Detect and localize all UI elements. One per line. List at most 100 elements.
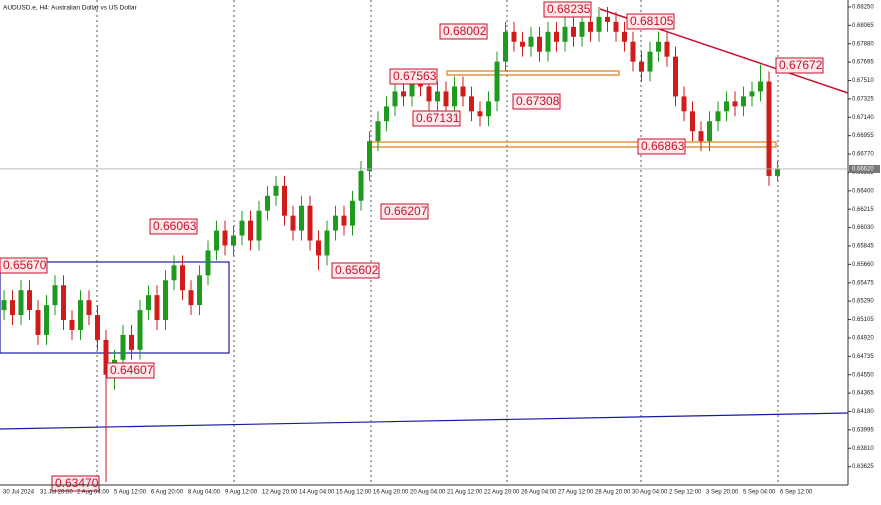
candle-body <box>596 16 602 32</box>
candle-body <box>775 168 780 176</box>
x-tick-label: 26 Aug 04:00 <box>521 490 557 496</box>
y-tick-label: 0.66400 <box>852 188 874 194</box>
candle-body <box>239 220 245 236</box>
annotation-label: 0.66863 <box>641 139 685 153</box>
annotation-label: 0.68105 <box>630 14 674 28</box>
candle-body <box>273 185 279 196</box>
y-tick-label: 0.64550 <box>852 372 874 378</box>
candle-body <box>511 31 517 42</box>
trend-line <box>0 412 849 430</box>
annotation-label: 0.66207 <box>384 204 428 218</box>
candle-body <box>426 86 432 102</box>
annotations: 0.68235 0.68105 0.68002 0.67672 0.67563 0.673… <box>0 1 824 492</box>
candle-body <box>282 185 287 216</box>
candle-body <box>681 96 687 112</box>
candle-body <box>248 220 253 241</box>
x-tick-label: 15 Aug 12:00 <box>336 490 372 496</box>
price-axis <box>848 0 881 500</box>
last-price-box <box>849 164 880 173</box>
candle-body <box>214 230 219 251</box>
candle-body <box>180 265 185 291</box>
candle-body <box>766 81 772 176</box>
candle-body <box>588 21 593 32</box>
candle-body <box>537 36 542 52</box>
candle-body <box>146 295 151 311</box>
y-tick-label: 0.66770 <box>852 152 874 158</box>
candle-body <box>188 290 194 306</box>
candle-body <box>486 101 491 117</box>
candle-body <box>350 200 355 226</box>
x-tick-label: 22 Aug 20:00 <box>484 490 520 496</box>
candle-body <box>197 275 202 306</box>
annotation-box <box>512 93 561 110</box>
candle-body <box>52 285 58 306</box>
x-tick-label: 20 Aug 04:00 <box>410 490 446 496</box>
candle-body <box>469 96 474 112</box>
candle-body <box>95 315 100 340</box>
x-tick-label: 12 Aug 20:00 <box>262 490 298 496</box>
annotation-box <box>149 218 198 235</box>
candle-body <box>528 36 534 47</box>
y-tick-label: 0.63625 <box>852 464 874 470</box>
candle-body <box>384 106 389 122</box>
y-tick-label: 0.65475 <box>852 280 874 286</box>
candle-body <box>69 320 75 330</box>
x-tick-label: 16 Aug 20:00 <box>373 490 409 496</box>
candle-body <box>758 81 763 92</box>
annotation-box <box>439 23 488 40</box>
candle-body <box>749 91 755 97</box>
candle-body <box>129 334 134 350</box>
candle-body <box>664 41 670 57</box>
candle-body <box>605 16 610 22</box>
annotation-box <box>0 257 48 274</box>
y-tick-label: 0.67695 <box>852 60 874 66</box>
candle-body <box>231 235 236 246</box>
candle-body <box>256 210 262 241</box>
candle-body <box>205 250 211 276</box>
candle-body <box>647 51 653 72</box>
candle-body <box>673 56 678 97</box>
candle-body <box>503 31 508 62</box>
candle-body <box>290 215 296 231</box>
y-tick-label: 0.67140 <box>852 115 874 121</box>
candle-body <box>443 91 449 107</box>
y-tick-label: 0.64180 <box>852 409 874 415</box>
candle-body <box>375 121 381 142</box>
candle-body <box>639 61 644 72</box>
candle-body <box>545 31 551 52</box>
candle-body <box>707 121 712 142</box>
candle-body <box>341 215 347 226</box>
candle-body <box>690 111 695 132</box>
x-tick-label: 3 Sep 20:00 <box>706 490 739 496</box>
candle-body <box>27 290 32 311</box>
candle-body <box>163 280 168 321</box>
x-tick-label: 6 Aug 20:00 <box>151 490 184 496</box>
annotation-label: 0.68235 <box>547 2 591 16</box>
annotation-box <box>106 362 155 379</box>
y-tick-label: 0.66955 <box>852 133 874 139</box>
y-tick-label: 0.67880 <box>852 41 874 47</box>
candle-body <box>307 205 313 241</box>
candle-body <box>18 290 24 316</box>
candle-body <box>35 310 41 335</box>
candle-body <box>613 21 619 32</box>
candle-body <box>78 300 83 330</box>
y-tick-label: 0.68065 <box>852 23 874 29</box>
candle-body <box>562 26 568 42</box>
candle-body <box>1 300 7 311</box>
candle-body <box>494 61 500 102</box>
y-tick-label: 0.67510 <box>852 78 874 84</box>
candle-body <box>137 310 143 350</box>
candle-body <box>579 21 585 37</box>
x-tick-label: 8 Aug 04:00 <box>188 490 221 496</box>
annotation-label: 0.67131 <box>416 111 460 125</box>
y-tick-label: 0.66215 <box>852 207 874 213</box>
candle-body <box>299 205 304 231</box>
annotation-box <box>775 57 824 74</box>
y-tick-label: 0.65845 <box>852 244 874 250</box>
x-tick-label: 5 Aug 12:00 <box>114 490 147 496</box>
annotation-box <box>380 203 429 220</box>
candle-body <box>86 300 92 316</box>
candle-body <box>316 240 321 256</box>
